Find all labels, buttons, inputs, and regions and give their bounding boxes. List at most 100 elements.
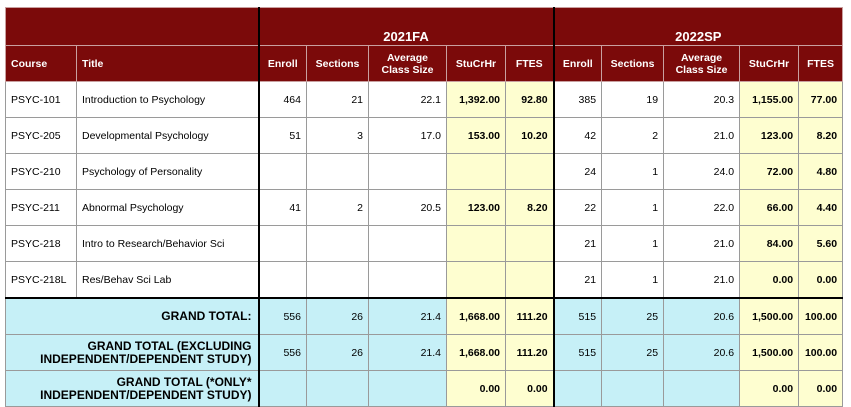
enroll-fa (257, 261, 307, 299)
avg-class-size-fa (368, 261, 447, 299)
course-code: PSYC-101 (5, 81, 77, 118)
course-code: PSYC-210 (5, 153, 77, 190)
enroll-fa: 51 (257, 117, 307, 154)
sections-fa (306, 153, 369, 190)
avg-class-size-fa (368, 370, 447, 407)
col-header-course: Course (5, 45, 77, 82)
term-header-fall: 2021FA (257, 7, 555, 46)
course-code: PSYC-218 (5, 225, 77, 262)
course-title: Abnormal Psychology (76, 189, 259, 226)
sections-sp: 1 (601, 261, 665, 299)
enroll-sp: 515 (552, 334, 603, 371)
grand-total-only-row: GRAND TOTAL (*ONLY* INDEPENDENT/DEPENDEN… (5, 370, 844, 407)
avg-class-size-fa: 21.4 (368, 334, 447, 371)
sections-fa: 21 (306, 81, 369, 118)
avg-class-size-fa: 20.5 (368, 189, 447, 226)
ftes-sp: 4.80 (798, 153, 844, 190)
stucrhr-sp: 72.00 (739, 153, 800, 190)
stucrhr-sp: 1,500.00 (739, 334, 800, 371)
avg-class-size-fa (368, 225, 447, 262)
ftes-sp: 100.00 (798, 297, 844, 335)
ftes-sp: 0.00 (798, 370, 844, 407)
table-row: PSYC-101 Introduction to Psychology 464 … (5, 81, 844, 118)
table-row: PSYC-205 Developmental Psychology 51 3 1… (5, 117, 844, 154)
course-title: Introduction to Psychology (76, 81, 259, 118)
sections-fa: 3 (306, 117, 369, 154)
stucrhr-sp: 66.00 (739, 189, 800, 226)
table-row: PSYC-211 Abnormal Psychology 41 2 20.5 1… (5, 189, 844, 226)
course-code: PSYC-211 (5, 189, 77, 226)
stucrhr-fa: 123.00 (446, 189, 506, 226)
grand-total-label: GRAND TOTAL: (5, 297, 259, 335)
col-header-enroll-sp: Enroll (552, 45, 603, 82)
col-header-sections-sp: Sections (601, 45, 665, 82)
course-title: Intro to Research/Behavior Sci (76, 225, 259, 262)
enroll-fa (257, 225, 307, 262)
column-header-row: Course Title Enroll Sections Average Cla… (5, 45, 844, 82)
ftes-fa: 111.20 (504, 334, 555, 371)
stucrhr-fa: 0.00 (446, 370, 506, 407)
enrollment-table: 2021FA 2022SP Course Title Enroll Sectio… (5, 7, 844, 407)
term-header-spring: 2022SP (552, 7, 844, 46)
sections-sp: 25 (601, 297, 665, 335)
table-row: PSYC-210 Psychology of Personality 24 1 … (5, 153, 844, 190)
avg-class-size-sp: 20.6 (663, 297, 741, 335)
enroll-sp: 22 (552, 189, 603, 226)
col-header-avg-class-size-fa: Average Class Size (368, 45, 447, 82)
stucrhr-fa: 1,392.00 (446, 81, 506, 118)
col-header-ftes-fa: FTES (504, 45, 555, 82)
ftes-fa (504, 225, 555, 262)
stucrhr-fa (446, 153, 506, 190)
col-header-sections-fa: Sections (306, 45, 369, 82)
avg-class-size-fa: 22.1 (368, 81, 447, 118)
course-code: PSYC-205 (5, 117, 77, 154)
ftes-sp: 8.20 (798, 117, 844, 154)
ftes-sp: 100.00 (798, 334, 844, 371)
avg-class-size-sp: 20.6 (663, 334, 741, 371)
table-row: PSYC-218 Intro to Research/Behavior Sci … (5, 225, 844, 262)
enroll-sp: 42 (552, 117, 603, 154)
col-header-stucrhr-sp: StuCrHr (739, 45, 800, 82)
col-header-avg-class-size-sp: Average Class Size (663, 45, 741, 82)
ftes-sp: 0.00 (798, 261, 844, 299)
grand-total-only-label: GRAND TOTAL (*ONLY* INDEPENDENT/DEPENDEN… (5, 370, 259, 407)
col-header-enroll-fa: Enroll (257, 45, 307, 82)
avg-class-size-sp: 21.0 (663, 261, 741, 299)
avg-class-size-sp: 21.0 (663, 225, 741, 262)
grand-total-row: GRAND TOTAL: 556 26 21.4 1,668.00 111.20… (5, 297, 844, 335)
avg-class-size-sp: 22.0 (663, 189, 741, 226)
stucrhr-fa: 1,668.00 (446, 334, 506, 371)
enroll-sp (552, 370, 603, 407)
enroll-sp: 21 (552, 261, 603, 299)
ftes-fa: 0.00 (504, 370, 555, 407)
stucrhr-sp: 1,155.00 (739, 81, 800, 118)
avg-class-size-fa: 17.0 (368, 117, 447, 154)
sections-fa (306, 261, 369, 299)
course-title: Psychology of Personality (76, 153, 259, 190)
ftes-fa: 10.20 (504, 117, 555, 154)
ftes-sp: 77.00 (798, 81, 844, 118)
col-header-ftes-sp: FTES (798, 45, 844, 82)
stucrhr-fa: 153.00 (446, 117, 506, 154)
course-title: Res/Behav Sci Lab (76, 261, 259, 299)
sections-sp: 25 (601, 334, 665, 371)
sections-fa (306, 225, 369, 262)
stucrhr-sp: 84.00 (739, 225, 800, 262)
col-header-stucrhr-fa: StuCrHr (446, 45, 506, 82)
sections-sp: 1 (601, 153, 665, 190)
sections-sp: 2 (601, 117, 665, 154)
ftes-sp: 5.60 (798, 225, 844, 262)
avg-class-size-sp (663, 370, 741, 407)
ftes-sp: 4.40 (798, 189, 844, 226)
sections-sp (601, 370, 665, 407)
stucrhr-fa (446, 225, 506, 262)
ftes-fa (504, 261, 555, 299)
enroll-fa: 464 (257, 81, 307, 118)
ftes-fa: 92.80 (504, 81, 555, 118)
sections-sp: 19 (601, 81, 665, 118)
header-blank-cell (5, 7, 259, 46)
avg-class-size-sp: 24.0 (663, 153, 741, 190)
avg-class-size-sp: 21.0 (663, 117, 741, 154)
stucrhr-fa: 1,668.00 (446, 297, 506, 335)
enroll-sp: 21 (552, 225, 603, 262)
